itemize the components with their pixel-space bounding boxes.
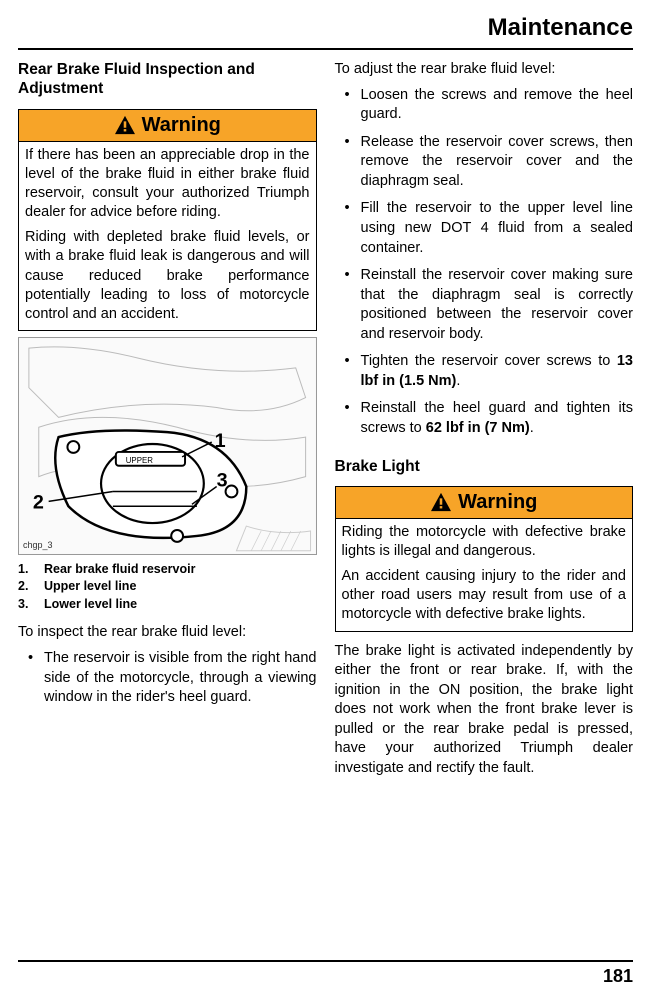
- legend-2-text: Upper level line: [44, 578, 136, 596]
- legend-3-text: Lower level line: [44, 596, 137, 614]
- brake-light-body: The brake light is activated independent…: [335, 642, 634, 779]
- adjust-intro: To adjust the rear brake fluid level:: [335, 60, 634, 80]
- callout-2: 2: [33, 491, 44, 513]
- list-item: Release the reservoir cover screws, then…: [335, 133, 634, 192]
- content-columns: Rear Brake Fluid Inspection and Adjustme…: [18, 60, 633, 779]
- warning-head-2: Warning: [336, 487, 633, 519]
- list-item: Tighten the reservoir cover screws to 13…: [335, 352, 634, 391]
- page-number: 181: [18, 966, 633, 987]
- reservoir-illustration: UPPER 1 2 3: [19, 338, 316, 554]
- warning-box-2: Warning Riding the motorcycle with defec…: [335, 486, 634, 632]
- legend-2-num: 2.: [18, 578, 44, 596]
- warning1-p1: If there has been an appreciable drop in…: [25, 146, 310, 223]
- callout-3: 3: [217, 469, 228, 491]
- reservoir-figure: UPPER 1 2 3: [18, 337, 317, 555]
- legend-3-num: 3.: [18, 596, 44, 614]
- right-column: To adjust the rear brake fluid level: Lo…: [335, 60, 634, 779]
- list-item: Reinstall the reservoir cover making sur…: [335, 266, 634, 344]
- adjust-6-post: .: [530, 420, 534, 436]
- warning2-p2: An accident causing injury to the rider …: [342, 567, 627, 624]
- warning-body-1: If there has been an appreciable drop in…: [19, 142, 316, 330]
- warning2-p1: Riding the motorcycle with defective bra…: [342, 523, 627, 561]
- figure-code: chgp_3: [23, 540, 53, 550]
- warning-head-1: Warning: [19, 110, 316, 142]
- legend-1-text: Rear brake fluid reservoir: [44, 561, 195, 579]
- warning1-p2: Riding with depleted brake fluid levels,…: [25, 228, 310, 324]
- list-item: Loosen the screws and remove the heel gu…: [335, 86, 634, 125]
- adjust-5-post: .: [456, 373, 460, 389]
- inspect-list: The reservoir is visible from the right …: [18, 649, 317, 708]
- callout-1: 1: [215, 430, 226, 452]
- page-header-title: Maintenance: [18, 14, 633, 42]
- figure-legend: 1. Rear brake fluid reservoir 2. Upper l…: [18, 561, 317, 614]
- list-item: Reinstall the heel guard and tighten its…: [335, 399, 634, 438]
- footer-rule: [18, 960, 633, 962]
- warning-triangle-icon: [430, 492, 452, 512]
- warning-box-1: Warning If there has been an appreciable…: [18, 109, 317, 331]
- adjust-6-bold: 62 lbf in (7 Nm): [426, 420, 530, 436]
- legend-row-3: 3. Lower level line: [18, 596, 317, 614]
- list-item: Fill the reservoir to the upper level li…: [335, 199, 634, 258]
- warning-body-2: Riding the motorcycle with defective bra…: [336, 519, 633, 631]
- adjust-list: Loosen the screws and remove the heel gu…: [335, 86, 634, 439]
- page-footer: 181: [18, 960, 633, 987]
- left-column: Rear Brake Fluid Inspection and Adjustme…: [18, 60, 317, 779]
- warning-label-1: Warning: [142, 114, 221, 137]
- section-title-rear-brake: Rear Brake Fluid Inspection and Adjustme…: [18, 60, 317, 99]
- legend-row-1: 1. Rear brake fluid reservoir: [18, 561, 317, 579]
- warning-triangle-icon: [114, 115, 136, 135]
- legend-1-num: 1.: [18, 561, 44, 579]
- header-rule: [18, 48, 633, 50]
- warning-label-2: Warning: [458, 491, 537, 514]
- legend-row-2: 2. Upper level line: [18, 578, 317, 596]
- svg-text:UPPER: UPPER: [126, 456, 153, 465]
- section-title-brake-light: Brake Light: [335, 457, 634, 476]
- adjust-5-pre: Tighten the reservoir cover screws to: [361, 353, 617, 369]
- list-item: The reservoir is visible from the right …: [18, 649, 317, 708]
- inspect-intro: To inspect the rear brake fluid level:: [18, 623, 317, 643]
